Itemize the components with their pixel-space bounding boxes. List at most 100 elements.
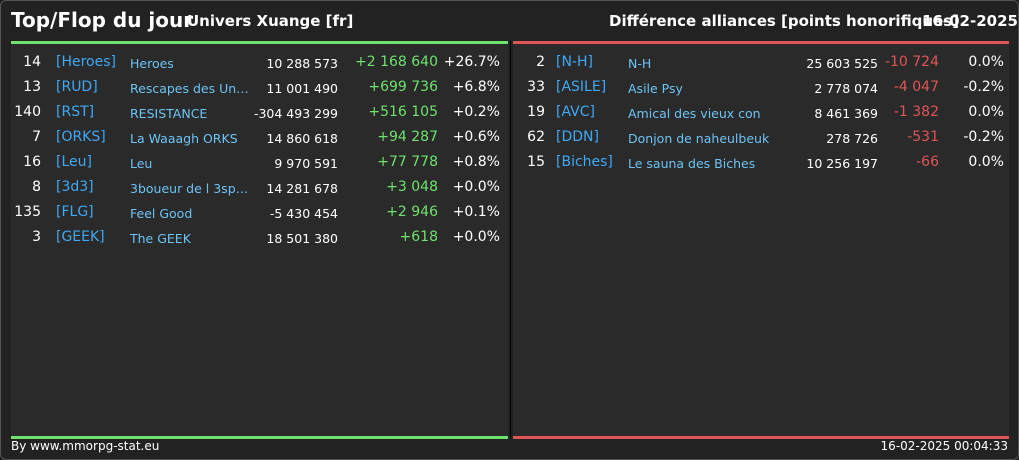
top-row: 8 [3d3] 3boueur de l 3space 14 281 678 +3 04…: [11, 176, 508, 201]
source-credit: By www.mmorpg-stat.eu: [11, 439, 160, 453]
difference-cell: +3 048: [386, 179, 438, 195]
alliance-name-link[interactable]: The GEEK: [130, 231, 191, 246]
points-cell: 11 001 490: [266, 81, 338, 96]
top-panel: 14 [Heroes] Heroes 10 288 573 +2 168 640 +26.…: [11, 41, 508, 439]
rank-cell: 62: [527, 129, 545, 145]
points-cell: 25 603 525: [806, 56, 878, 71]
flop-row: 15 [Biches] Le sauna des Biches 10 256 197 -…: [513, 151, 1009, 176]
difference-cell: +2 946: [386, 204, 438, 220]
difference-cell: +94 287: [377, 129, 438, 145]
alliance-name-link[interactable]: Amical des vieux con: [628, 106, 761, 121]
rank-cell: 140: [14, 104, 41, 120]
points-cell: 10 288 573: [266, 56, 338, 71]
alliance-name-link[interactable]: Feel Good: [130, 206, 193, 221]
top-row: 7 [ORKS] La Waaagh ORKS 14 860 618 +94 287 +0…: [11, 126, 508, 151]
difference-cell: +516 105: [368, 104, 438, 120]
points-cell: -304 493 299: [253, 106, 338, 121]
header: Top/Flop du jour Univers Xuange [fr] Dif…: [1, 1, 1018, 41]
rank-cell: 16: [23, 154, 41, 170]
alliance-name-link[interactable]: Heroes: [130, 56, 174, 71]
rank-cell: 2: [536, 54, 545, 70]
percent-cell: +6.8%: [452, 79, 500, 95]
percent-cell: -0.2%: [963, 79, 1004, 95]
divider: [510, 41, 511, 437]
alliance-tag-link[interactable]: [N-H]: [556, 54, 593, 70]
alliance-name-link[interactable]: Donjon de naheulbeuk: [628, 131, 770, 146]
points-cell: -5 430 454: [269, 206, 338, 221]
difference-cell: -66: [916, 154, 939, 170]
points-cell: 14 860 618: [266, 131, 338, 146]
top-row: 14 [Heroes] Heroes 10 288 573 +2 168 640 +26.…: [11, 51, 508, 76]
points-cell: 10 256 197: [806, 156, 878, 171]
points-cell: 9 970 591: [274, 156, 338, 171]
universe-label: Univers Xuange [fr]: [187, 12, 354, 30]
flop-row: 33 [ASILE] Asile Psy 2 778 074 -4 047 -0.2%: [513, 76, 1009, 101]
alliance-tag-link[interactable]: [FLG]: [56, 204, 94, 220]
percent-cell: +0.2%: [452, 104, 500, 120]
difference-cell: -1 382: [893, 104, 939, 120]
alliance-name-link[interactable]: Asile Psy: [628, 81, 683, 96]
alliance-tag-link[interactable]: [ASILE]: [556, 79, 607, 95]
generated-timestamp: 16-02-2025 00:04:33: [880, 439, 1008, 453]
flop-row: 19 [AVC] Amical des vieux con 8 461 369 -1 3…: [513, 101, 1009, 126]
percent-cell: +26.7%: [443, 54, 500, 70]
percent-cell: +0.6%: [452, 129, 500, 145]
percent-cell: +0.0%: [452, 179, 500, 195]
rank-cell: 135: [14, 204, 41, 220]
rank-cell: 7: [32, 129, 41, 145]
difference-cell: +618: [399, 229, 438, 245]
alliance-name-link[interactable]: La Waaagh ORKS: [130, 131, 238, 146]
difference-cell: -10 724: [884, 54, 939, 70]
alliance-tag-link[interactable]: [GEEK]: [56, 229, 105, 245]
percent-cell: 0.0%: [968, 154, 1004, 170]
difference-cell: +2 168 640: [355, 54, 438, 70]
top-row: 3 [GEEK] The GEEK 18 501 380 +618 +0.0%: [11, 226, 508, 251]
difference-cell: -531: [907, 129, 939, 145]
points-cell: 278 726: [826, 131, 878, 146]
points-cell: 8 461 369: [814, 106, 878, 121]
alliance-tag-link[interactable]: [RST]: [56, 104, 95, 120]
alliance-name-link[interactable]: Le sauna des Biches: [628, 156, 756, 171]
flop-row: 62 [DDN] Donjon de naheulbeuk 278 726 -531 -0…: [513, 126, 1009, 151]
rank-cell: 3: [32, 229, 41, 245]
alliance-name-link[interactable]: RESISTANCE: [130, 106, 208, 121]
flop-panel: 2 [N-H] N-H 25 603 525 -10 724 0.0% 33 [ASILE] A…: [513, 41, 1009, 439]
alliance-tag-link[interactable]: [RUD]: [56, 79, 98, 95]
alliance-tag-link[interactable]: [Biches]: [556, 154, 613, 170]
percent-cell: +0.8%: [452, 154, 500, 170]
points-cell: 2 778 074: [814, 81, 878, 96]
page-title: Top/Flop du jour: [11, 8, 194, 32]
alliance-name-link[interactable]: 3boueur de l 3space: [130, 181, 252, 196]
alliance-tag-link[interactable]: [AVC]: [556, 104, 595, 120]
alliance-tag-link[interactable]: [ORKS]: [56, 129, 106, 145]
percent-cell: -0.2%: [963, 129, 1004, 145]
flop-row: 2 [N-H] N-H 25 603 525 -10 724 0.0%: [513, 51, 1009, 76]
top-row: 16 [Leu] Leu 9 970 591 +77 778 +0.8%: [11, 151, 508, 176]
difference-cell: +77 778: [377, 154, 438, 170]
points-cell: 14 281 678: [266, 181, 338, 196]
alliance-tag-link[interactable]: [Leu]: [56, 154, 92, 170]
rank-cell: 15: [527, 154, 545, 170]
date-label: 16-02-2025: [922, 12, 1018, 30]
percent-cell: 0.0%: [968, 104, 1004, 120]
rank-cell: 13: [23, 79, 41, 95]
top-row: 135 [FLG] Feel Good -5 430 454 +2 946 +0.1%: [11, 201, 508, 226]
rank-cell: 33: [527, 79, 545, 95]
alliance-tag-link[interactable]: [Heroes]: [56, 54, 116, 70]
points-cell: 18 501 380: [266, 231, 338, 246]
rank-cell: 14: [23, 54, 41, 70]
top-row: 13 [RUD] Rescapes des Univ... 11 001 490 +69…: [11, 76, 508, 101]
ranking-type-label: Différence alliances [points honorifique…: [609, 12, 960, 30]
alliance-name-link[interactable]: N-H: [628, 56, 652, 71]
top-row: 140 [RST] RESISTANCE -304 493 299 +516 105 +0…: [11, 101, 508, 126]
rank-cell: 8: [32, 179, 41, 195]
percent-cell: +0.0%: [452, 229, 500, 245]
alliance-tag-link[interactable]: [DDN]: [556, 129, 599, 145]
rank-cell: 19: [527, 104, 545, 120]
difference-cell: +699 736: [368, 79, 438, 95]
alliance-name-link[interactable]: Rescapes des Univ...: [130, 81, 252, 96]
alliance-tag-link[interactable]: [3d3]: [56, 179, 94, 195]
alliance-name-link[interactable]: Leu: [130, 156, 153, 171]
difference-cell: -4 047: [893, 79, 939, 95]
